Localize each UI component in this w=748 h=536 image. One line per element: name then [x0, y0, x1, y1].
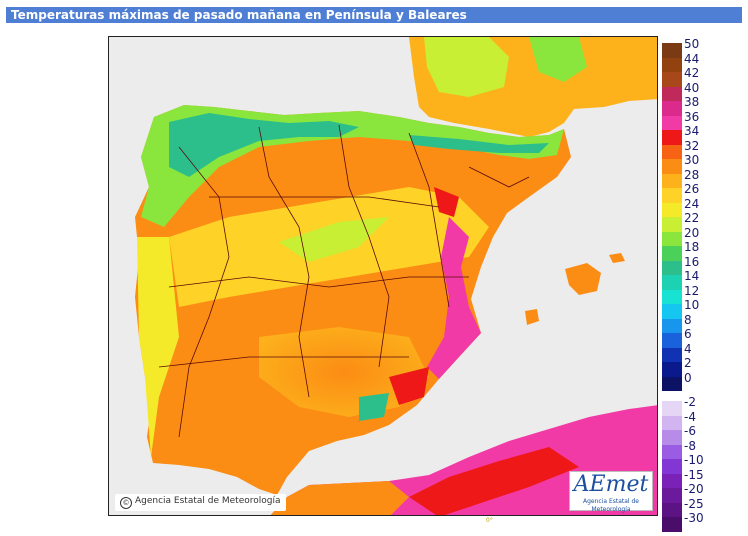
legend-swatch	[662, 173, 682, 188]
valencia-hot-zone	[427, 217, 481, 379]
legend-swatch	[662, 517, 682, 532]
legend-swatch	[662, 159, 682, 174]
legend-label: -10	[684, 453, 704, 467]
central-ridge	[279, 217, 389, 262]
legend-label: -15	[684, 467, 704, 482]
logo-brand: AEmet	[573, 472, 649, 497]
legend-label: 50	[684, 37, 700, 51]
legend-label: 18	[684, 240, 700, 254]
legend-swatch	[662, 188, 682, 203]
legend-label: -20	[684, 482, 704, 496]
legend-label: 40	[684, 80, 700, 95]
legend-swatch	[662, 57, 682, 72]
western-coast	[137, 237, 179, 457]
legend-label: 30	[684, 153, 700, 167]
legend-swatch	[662, 401, 682, 416]
legend-swatch	[662, 202, 682, 217]
logo-subtitle: Agencia Estatal de Meteorología	[582, 498, 639, 513]
algeria-hot-zone	[409, 447, 579, 515]
legend-label: 36	[684, 109, 700, 124]
legend-swatch	[662, 231, 682, 246]
ebro-hot-zone	[434, 187, 459, 217]
legend-swatch	[662, 488, 682, 503]
pyrenees-zone	[409, 135, 549, 153]
legend-label: -8	[684, 438, 696, 453]
legend-swatch	[662, 246, 682, 261]
legend-label: 20	[684, 225, 700, 240]
legend-swatch	[662, 289, 682, 304]
legend-swatch	[662, 144, 682, 159]
legend-label: 2	[684, 356, 692, 370]
footer-mark: 0°	[486, 517, 493, 524]
legend-swatch	[662, 376, 682, 391]
legend-swatch	[662, 444, 682, 459]
cantabrian-zone	[169, 113, 359, 177]
legend-swatch	[662, 473, 682, 488]
legend-label: -25	[684, 496, 704, 511]
legend-swatch	[662, 130, 682, 145]
legend-swatch	[662, 347, 682, 362]
ibiza	[525, 309, 539, 325]
temperature-map[interactable]: © Agencia Estatal de Meteorología AEmet A…	[108, 36, 658, 516]
legend-gap	[662, 391, 682, 401]
legend-swatch	[662, 86, 682, 101]
temperature-legend: 50 44 42 40 38 36 34 32 30 28 26 24 22 20 18 16 14 12 10 8 6…	[662, 38, 704, 532]
legend-label: 42	[684, 66, 700, 80]
murcia-hot-zone	[389, 367, 429, 405]
morocco-coast	[270, 481, 409, 515]
legend-swatch	[662, 459, 682, 474]
legend-swatch	[662, 502, 682, 517]
legend-swatch	[662, 115, 682, 130]
credit-text: Agencia Estatal de Meteorología	[135, 496, 281, 506]
legend-label: 44	[684, 51, 700, 66]
map-canvas	[109, 37, 657, 515]
legend-label: 16	[684, 254, 700, 269]
map-title: Temperaturas máximas de pasado mañana en…	[6, 7, 742, 23]
legend-label: 12	[684, 283, 700, 298]
legend-label: 10	[684, 298, 700, 312]
copyright-credit: © Agencia Estatal de Meteorología	[115, 494, 286, 511]
legend-label: 28	[684, 167, 700, 182]
legend-swatch	[662, 430, 682, 445]
legend-swatch	[662, 72, 682, 87]
legend-label: 38	[684, 95, 700, 109]
legend-label: 32	[684, 138, 700, 153]
legend-swatch	[662, 275, 682, 290]
mallorca	[565, 263, 601, 295]
legend-label: 14	[684, 269, 700, 283]
legend-swatch	[662, 101, 682, 116]
legend-swatch	[662, 260, 682, 275]
sierra-nevada-zone	[359, 393, 389, 421]
aemet-logo: AEmet Agencia Estatal de Meteorología	[569, 471, 653, 513]
legend-label: 8	[684, 312, 692, 327]
legend-label: 4	[684, 341, 692, 356]
legend-label: -30	[684, 511, 704, 525]
copyright-symbol: ©	[120, 497, 132, 509]
legend-label: 24	[684, 196, 700, 211]
region-borders	[158, 124, 530, 438]
legend-label: 26	[684, 182, 700, 196]
legend-swatch	[662, 304, 682, 319]
legend-swatch	[662, 415, 682, 430]
legend-swatch	[662, 318, 682, 333]
legend-swatch	[662, 333, 682, 348]
menorca	[609, 253, 625, 263]
legend-label: -6	[684, 424, 696, 438]
legend-swatch	[662, 217, 682, 232]
legend-label: -2	[684, 395, 696, 409]
alps-cool-zone	[529, 37, 587, 82]
legend-label: 6	[684, 327, 692, 341]
legend-label: -4	[684, 409, 696, 424]
legend-label: 34	[684, 124, 700, 138]
france-cool-zone	[424, 37, 509, 97]
legend-label: 22	[684, 211, 700, 225]
legend-swatch	[662, 362, 682, 377]
legend-label: 0	[684, 370, 692, 385]
legend-swatch	[662, 43, 682, 58]
